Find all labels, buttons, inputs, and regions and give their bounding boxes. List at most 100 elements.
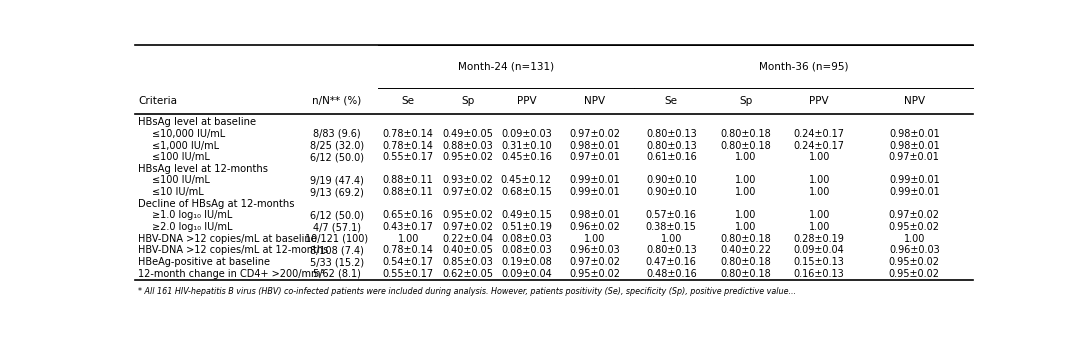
- Text: 0.80±0.13: 0.80±0.13: [646, 129, 696, 139]
- Text: ≥2.0 log₁₀ IU/mL: ≥2.0 log₁₀ IU/mL: [151, 222, 232, 232]
- Text: 9/13 (69.2): 9/13 (69.2): [310, 187, 364, 197]
- Text: 0.90±0.10: 0.90±0.10: [646, 176, 696, 185]
- Text: 0.43±0.17: 0.43±0.17: [383, 222, 433, 232]
- Text: 1.00: 1.00: [809, 152, 830, 162]
- Text: 1.00: 1.00: [584, 234, 605, 244]
- Text: HBV-DNA >12 copies/mL at baseline: HBV-DNA >12 copies/mL at baseline: [138, 234, 317, 244]
- Text: 0.97±0.01: 0.97±0.01: [570, 152, 620, 162]
- Text: 0.55±0.17: 0.55±0.17: [383, 269, 433, 279]
- Text: 0.95±0.02: 0.95±0.02: [442, 152, 493, 162]
- Text: 0.78±0.14: 0.78±0.14: [383, 129, 433, 139]
- Text: 1.00: 1.00: [809, 211, 830, 220]
- Text: Month-24 (n=131): Month-24 (n=131): [457, 61, 553, 71]
- Text: 0.16±0.13: 0.16±0.13: [793, 269, 844, 279]
- Text: Se: Se: [402, 96, 415, 106]
- Text: 0.96±0.03: 0.96±0.03: [889, 245, 939, 255]
- Text: 1.00: 1.00: [809, 176, 830, 185]
- Text: 0.99±0.01: 0.99±0.01: [889, 187, 939, 197]
- Text: 0.80±0.18: 0.80±0.18: [721, 234, 771, 244]
- Text: 0.24±0.17: 0.24±0.17: [793, 140, 844, 151]
- Text: Month-36 (n=95): Month-36 (n=95): [759, 61, 848, 71]
- Text: ≤100 IU/mL: ≤100 IU/mL: [151, 152, 210, 162]
- Text: 1.00: 1.00: [735, 187, 757, 197]
- Text: HBV-DNA >12 copies/mL at 12-months: HBV-DNA >12 copies/mL at 12-months: [138, 245, 329, 255]
- Text: 0.08±0.03: 0.08±0.03: [501, 245, 551, 255]
- Text: 0.96±0.03: 0.96±0.03: [570, 245, 620, 255]
- Text: NPV: NPV: [584, 96, 605, 106]
- Text: 0.31±0.10: 0.31±0.10: [501, 140, 551, 151]
- Text: ≥1.0 log₁₀ IU/mL: ≥1.0 log₁₀ IU/mL: [151, 211, 232, 220]
- Text: 0.98±0.01: 0.98±0.01: [570, 211, 620, 220]
- Text: 0.93±0.02: 0.93±0.02: [442, 176, 493, 185]
- Text: 0.08±0.03: 0.08±0.03: [501, 234, 551, 244]
- Text: Sp: Sp: [739, 96, 752, 106]
- Text: Decline of HBsAg at 12-months: Decline of HBsAg at 12-months: [138, 199, 295, 209]
- Text: 0.88±0.11: 0.88±0.11: [383, 176, 433, 185]
- Text: 0.78±0.14: 0.78±0.14: [383, 245, 433, 255]
- Text: 0.80±0.18: 0.80±0.18: [721, 140, 771, 151]
- Text: 0.98±0.01: 0.98±0.01: [570, 140, 620, 151]
- Text: 0.98±0.01: 0.98±0.01: [889, 129, 939, 139]
- Text: 0.09±0.04: 0.09±0.04: [793, 245, 844, 255]
- Text: 0.49±0.15: 0.49±0.15: [501, 211, 551, 220]
- Text: 0.28±0.19: 0.28±0.19: [793, 234, 844, 244]
- Text: 1.00: 1.00: [398, 234, 419, 244]
- Text: HBsAg level at baseline: HBsAg level at baseline: [138, 117, 256, 127]
- Text: 0.80±0.13: 0.80±0.13: [646, 140, 696, 151]
- Text: 0.45±0.12: 0.45±0.12: [501, 176, 552, 185]
- Text: 8/83 (9.6): 8/83 (9.6): [313, 129, 361, 139]
- Text: ≤1,000 IU/mL: ≤1,000 IU/mL: [151, 140, 219, 151]
- Text: 4/7 (57.1): 4/7 (57.1): [313, 222, 361, 232]
- Text: 0.15±0.13: 0.15±0.13: [793, 257, 844, 267]
- Text: 0.68±0.15: 0.68±0.15: [501, 187, 551, 197]
- Text: 8/25 (32.0): 8/25 (32.0): [310, 140, 364, 151]
- Text: 6/12 (50.0): 6/12 (50.0): [310, 152, 364, 162]
- Text: 0.61±0.16: 0.61±0.16: [646, 152, 696, 162]
- Text: 0.99±0.01: 0.99±0.01: [570, 187, 620, 197]
- Text: 0.97±0.02: 0.97±0.02: [442, 222, 493, 232]
- Text: 0.62±0.05: 0.62±0.05: [442, 269, 493, 279]
- Text: PPV: PPV: [517, 96, 536, 106]
- Text: 10/121 (100): 10/121 (100): [306, 234, 369, 244]
- Text: 0.95±0.02: 0.95±0.02: [569, 269, 620, 279]
- Text: ≤100 IU/mL: ≤100 IU/mL: [151, 176, 210, 185]
- Text: 0.95±0.02: 0.95±0.02: [889, 269, 939, 279]
- Text: 1.00: 1.00: [735, 222, 757, 232]
- Text: 1.00: 1.00: [809, 222, 830, 232]
- Text: 0.97±0.02: 0.97±0.02: [442, 187, 493, 197]
- Text: 0.99±0.01: 0.99±0.01: [889, 176, 939, 185]
- Text: 0.96±0.02: 0.96±0.02: [570, 222, 620, 232]
- Text: NPV: NPV: [904, 96, 925, 106]
- Text: 0.99±0.01: 0.99±0.01: [570, 176, 620, 185]
- Text: 0.51±0.19: 0.51±0.19: [501, 222, 551, 232]
- Text: 0.95±0.02: 0.95±0.02: [442, 211, 493, 220]
- Text: 0.40±0.05: 0.40±0.05: [442, 245, 493, 255]
- Text: * All 161 HIV-hepatitis B virus (HBV) co-infected patients were included during : * All 161 HIV-hepatitis B virus (HBV) co…: [138, 287, 797, 296]
- Text: Se: Se: [665, 96, 678, 106]
- Text: 0.95±0.02: 0.95±0.02: [889, 222, 939, 232]
- Text: 0.88±0.11: 0.88±0.11: [383, 187, 433, 197]
- Text: 12-month change in CD4+ >200/mm³: 12-month change in CD4+ >200/mm³: [138, 269, 325, 279]
- Text: Sp: Sp: [462, 96, 475, 106]
- Text: 0.95±0.02: 0.95±0.02: [889, 257, 939, 267]
- Text: 0.65±0.16: 0.65±0.16: [383, 211, 433, 220]
- Text: 0.80±0.13: 0.80±0.13: [646, 245, 696, 255]
- Text: PPV: PPV: [810, 96, 829, 106]
- Text: 0.19±0.08: 0.19±0.08: [501, 257, 551, 267]
- Text: 9/19 (47.4): 9/19 (47.4): [310, 176, 364, 185]
- Text: 0.85±0.03: 0.85±0.03: [442, 257, 493, 267]
- Text: 0.48±0.16: 0.48±0.16: [646, 269, 696, 279]
- Text: 0.49±0.05: 0.49±0.05: [442, 129, 493, 139]
- Text: 0.80±0.18: 0.80±0.18: [721, 269, 771, 279]
- Text: n/N** (%): n/N** (%): [312, 96, 362, 106]
- Text: HBsAg level at 12-months: HBsAg level at 12-months: [138, 164, 268, 174]
- Text: 1.00: 1.00: [904, 234, 925, 244]
- Text: Criteria: Criteria: [138, 96, 177, 106]
- Text: 0.90±0.10: 0.90±0.10: [646, 187, 696, 197]
- Text: 0.98±0.01: 0.98±0.01: [889, 140, 939, 151]
- Text: ≤10 IU/mL: ≤10 IU/mL: [151, 187, 203, 197]
- Text: 0.97±0.01: 0.97±0.01: [889, 152, 939, 162]
- Text: 0.88±0.03: 0.88±0.03: [442, 140, 493, 151]
- Text: 0.54±0.17: 0.54±0.17: [383, 257, 433, 267]
- Text: 0.80±0.18: 0.80±0.18: [721, 257, 771, 267]
